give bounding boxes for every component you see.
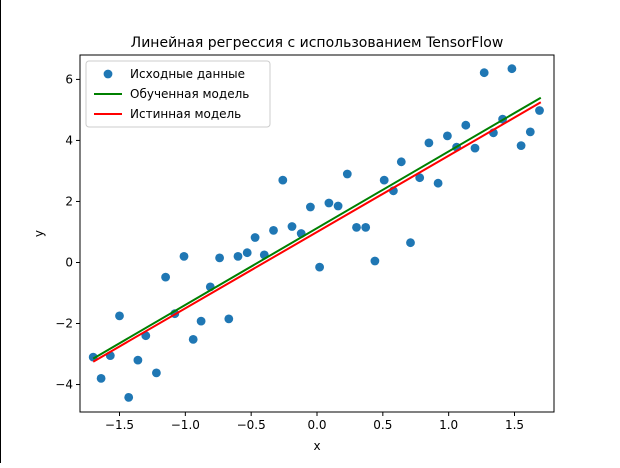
data-point [315,262,324,272]
y-axis: −4 −2 0 2 4 6 [55,72,80,392]
y-tick-label: 6 [65,72,73,86]
chart-title: Линейная регрессия с использованием Tens… [131,35,504,51]
data-point [370,256,380,266]
x-tick-label: 1.0 [439,418,458,432]
data-point [188,335,198,344]
data-point [306,202,315,212]
data-point [179,252,189,261]
data-point [342,169,352,179]
series-line [92,101,542,363]
legend-label: Исходные данные [130,67,245,81]
x-tick-label: −0.5 [237,418,266,432]
legend-label: Обученная модель [130,87,249,101]
data-point [242,248,252,258]
data-point [233,252,243,261]
x-tick-label: −1.5 [105,418,134,432]
y-tick-label: 0 [65,255,73,269]
data-point [196,316,206,326]
data-point [250,233,260,242]
legend: Исходные данные Обученная модель Истинная … [85,60,271,128]
data-point [433,178,443,188]
legend-marker [103,69,113,79]
x-tick-label: 0.0 [307,418,326,432]
data-point [361,223,371,232]
data-point [516,141,526,151]
data-point [443,131,452,141]
data-point [396,157,406,167]
data-point [133,355,143,365]
data-point [424,138,434,148]
y-tick-label: −2 [55,317,73,331]
data-point [535,106,544,115]
x-axis: −1.5 −1.0 −0.5 0.0 0.5 1.0 1.5 [105,412,524,432]
x-tick-label: −1.0 [171,418,200,432]
data-point [278,175,288,185]
x-axis-label: x [313,439,320,453]
y-tick-label: 4 [65,133,73,147]
legend-box [85,60,271,128]
data-point [152,368,161,378]
x-tick-label: 0.5 [373,418,392,432]
data-point [470,143,480,153]
data-point [461,120,471,130]
plot-marks [88,64,544,402]
y-tick-label: 2 [65,194,73,208]
data-point [406,238,415,248]
data-point [415,173,425,183]
y-tick-label: −4 [55,378,73,392]
data-point [333,201,343,211]
data-point [352,223,361,232]
data-point [379,175,389,185]
data-point [269,226,278,235]
data-point [224,314,234,324]
data-point [507,64,517,74]
data-point [115,311,124,321]
data-point [479,68,489,78]
data-point [287,222,297,231]
x-tick-label: 1.5 [505,418,524,432]
data-point [96,374,106,383]
data-point [161,272,171,282]
data-point [525,127,535,137]
legend-label: Истинная модель [130,107,241,121]
data-point [215,253,225,263]
data-point [324,198,334,208]
y-axis-label: y [32,230,46,237]
series-line [92,96,542,360]
data-point [124,393,134,402]
